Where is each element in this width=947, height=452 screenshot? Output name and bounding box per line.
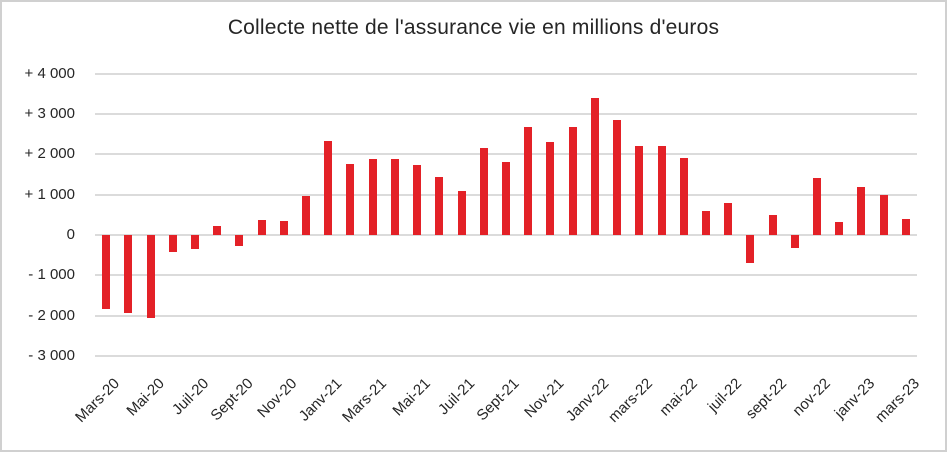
bar [213,225,222,235]
bar [679,158,688,235]
x-axis-tick-label: Mai-21 [389,375,435,420]
x-axis-tick-label: Mai-20 [123,375,168,420]
x-axis-tick-label: Sept-21 [473,375,524,425]
bar [879,194,888,235]
x-axis-tick-label: mars-22 [605,375,657,426]
y-axis-tick-label: + 1 000 [24,185,75,203]
gridline [95,354,917,357]
bar [324,141,333,235]
bar [613,119,622,235]
bar [479,147,488,235]
bar [835,222,844,235]
bar [701,210,710,235]
gridline [95,314,917,317]
gridline [95,153,917,156]
x-axis-tick-label: Janv-21 [295,375,346,425]
bar [279,220,288,235]
y-axis-tick-label: - 1 000 [28,266,75,284]
bar [790,235,799,248]
bar [813,177,822,235]
bar [146,235,155,319]
x-axis-tick-label: Nov-21 [521,375,568,422]
x-axis-tick-label: Nov-20 [254,375,301,422]
y-axis-tick-label: + 3 000 [24,105,75,122]
x-axis-tick-label: Janv-22 [562,375,612,425]
y-axis-tick-label: - 3 000 [28,346,75,364]
x-axis-tick-label: nov-22 [789,375,835,420]
x-axis-tick-label: Sept-20 [207,375,257,425]
bar [190,235,199,250]
y-axis-tick-label: + 4 000 [24,64,75,82]
bar [768,214,777,235]
bar [102,235,111,310]
bar [257,220,266,235]
y-axis-tick-label: 0 [66,226,75,243]
bar [235,235,244,246]
gridline [95,234,917,236]
x-axis-tick-label: Mars-21 [338,375,390,426]
bar [302,195,311,235]
bar [568,126,577,235]
y-axis-tick-label: - 2 000 [28,306,75,324]
x-axis-tick-label: janv-23 [831,375,879,422]
bar [901,219,910,235]
bar [590,97,599,235]
bar [435,176,444,235]
bar [368,158,377,235]
gridline [95,72,917,75]
bar [413,164,422,235]
x-axis-tick-label: juil-22 [704,375,746,416]
bar [524,126,533,235]
x-axis-tick-label: mars-23 [872,375,923,426]
x-axis-tick-label: Juil-20 [168,375,213,419]
x-axis-tick-label: Mars-20 [72,375,124,426]
bar [857,187,866,235]
bar [724,203,733,235]
bar [746,235,755,263]
y-axis-tick-label: + 2 000 [24,145,75,163]
chart-title: Collecte nette de l'assurance vie en mil… [227,16,720,39]
gridline [95,113,917,115]
bar [390,159,399,235]
bar [124,235,133,313]
bar [635,145,644,235]
bar [457,190,466,235]
x-axis-tick-label: sept-22 [742,375,790,423]
gridline [95,274,917,277]
bar [502,161,510,235]
bar [657,146,666,235]
x-axis-tick-label: mai-22 [656,375,701,420]
bar [546,142,555,235]
bar [168,235,177,253]
bar [346,163,355,235]
